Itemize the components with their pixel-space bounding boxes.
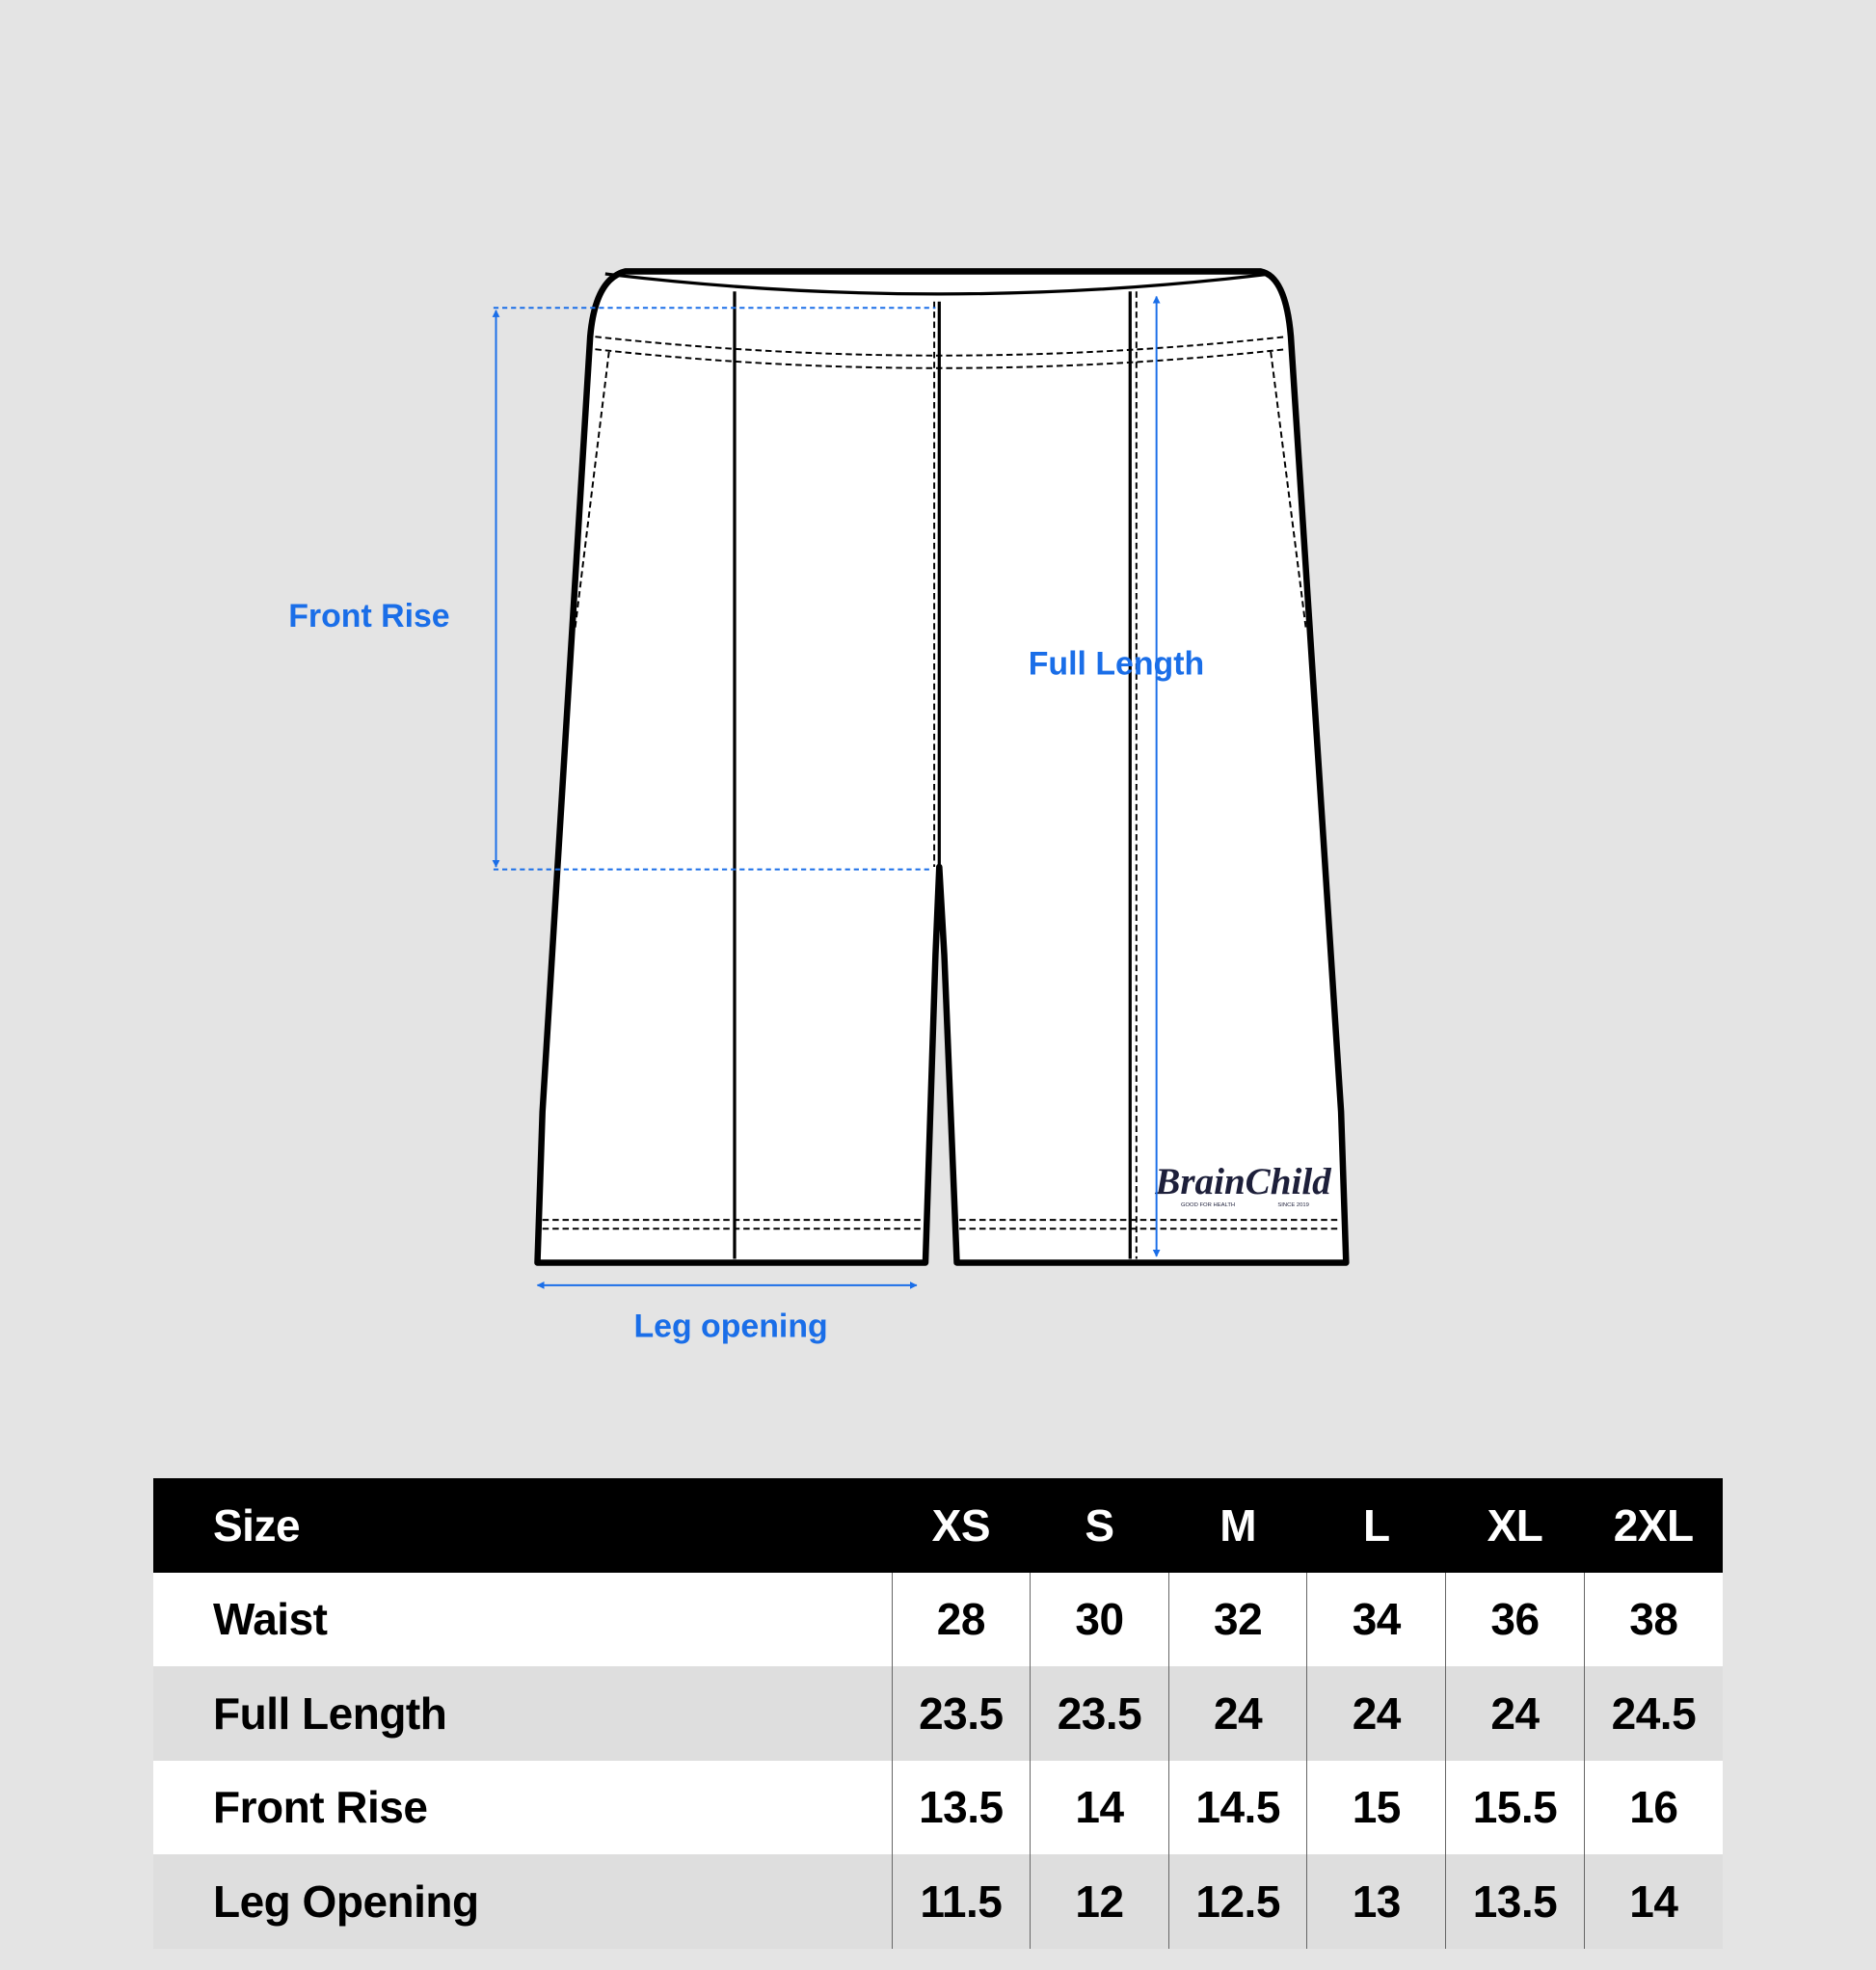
header-cell: Size xyxy=(153,1478,892,1573)
logo: BrainChild GOOD FOR HEALTH SINCE 2019 xyxy=(1154,1161,1332,1208)
measurement-annotations xyxy=(492,295,1161,1289)
table-cell: 36 xyxy=(1445,1572,1585,1666)
table-cell: 14 xyxy=(1583,1854,1723,1949)
header-cell: L xyxy=(1306,1478,1446,1573)
table-cell: 11.5 xyxy=(891,1854,1031,1949)
table-cell: 12.5 xyxy=(1167,1854,1307,1949)
table-row: Full Length 23.5 23.5 24 24 24 24.5 xyxy=(153,1666,1723,1761)
table-cell: 38 xyxy=(1583,1572,1723,1666)
row-label: Full Length xyxy=(153,1666,892,1761)
table-cell: 15.5 xyxy=(1445,1760,1585,1854)
table-row: Front Rise 13.5 14 14.5 15 15.5 16 xyxy=(153,1760,1723,1854)
table-cell: 14 xyxy=(1030,1760,1169,1854)
table-cell: 13 xyxy=(1306,1854,1446,1949)
table-cell: 24.5 xyxy=(1583,1666,1723,1761)
row-label: Front Rise xyxy=(153,1760,892,1854)
table-cell: 23.5 xyxy=(1030,1666,1169,1761)
table-cell: 30 xyxy=(1030,1572,1169,1666)
full-length-label: Full Length xyxy=(1029,646,1204,683)
table-cell: 13.5 xyxy=(1445,1854,1585,1949)
leg-opening-label: Leg opening xyxy=(633,1308,827,1344)
table-cell: 23.5 xyxy=(891,1666,1031,1761)
row-label: Leg Opening xyxy=(153,1854,892,1949)
row-label: Waist xyxy=(153,1572,892,1666)
header-cell: M xyxy=(1168,1478,1307,1573)
header-cell: S xyxy=(1030,1478,1169,1573)
table-cell: 16 xyxy=(1583,1760,1723,1854)
table-cell: 28 xyxy=(891,1572,1031,1666)
front-rise-label: Front Rise xyxy=(288,598,449,634)
logo-brand: BrainChild xyxy=(1154,1161,1332,1202)
size-chart-table: Size XS S M L XL 2XL Waist 28 30 32 34 36 38 Fu… xyxy=(153,1478,1723,1949)
table-cell: 34 xyxy=(1306,1572,1446,1666)
logo-tagline-right: SINCE 2019 xyxy=(1277,1202,1309,1208)
table-cell: 14.5 xyxy=(1167,1760,1307,1854)
table-cell: 24 xyxy=(1445,1666,1585,1761)
table-cell: 24 xyxy=(1167,1666,1307,1761)
table-cell: 32 xyxy=(1167,1572,1307,1666)
table-header-row: Size XS S M L XL 2XL xyxy=(153,1478,1723,1573)
shorts-outline xyxy=(534,268,1350,1266)
table-cell: 24 xyxy=(1306,1666,1446,1761)
logo-tagline-left: GOOD FOR HEALTH xyxy=(1181,1202,1235,1208)
table-row: Leg Opening 11.5 12 12.5 13 13.5 14 xyxy=(153,1854,1723,1949)
header-cell: 2XL xyxy=(1584,1478,1723,1573)
header-cell: XL xyxy=(1445,1478,1585,1573)
table-row: Waist 28 30 32 34 36 38 xyxy=(153,1572,1723,1666)
table-cell: 13.5 xyxy=(891,1760,1031,1854)
table-cell: 15 xyxy=(1306,1760,1446,1854)
table-cell: 12 xyxy=(1030,1854,1169,1949)
header-cell: XS xyxy=(892,1478,1031,1573)
